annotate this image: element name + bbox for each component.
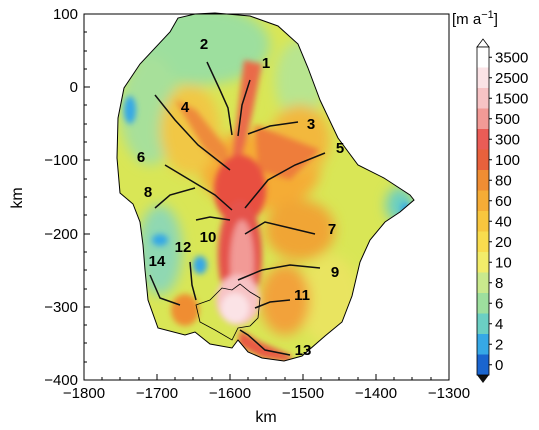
colorbar-tick-label: 300 — [495, 131, 520, 148]
colorbar-segment — [477, 149, 489, 170]
colorbar-tick-label: 10 — [495, 254, 512, 271]
y-tick-label: −300 — [44, 299, 78, 316]
colorbar-tick-label: 1500 — [495, 90, 528, 107]
colorbar-segment — [477, 129, 489, 150]
flowline-label-13: 13 — [295, 342, 312, 359]
flowline-label-11: 11 — [294, 287, 310, 304]
y-tick-label: −200 — [44, 226, 78, 243]
colorbar-segment — [477, 170, 489, 191]
flowline-label-8: 8 — [144, 184, 152, 201]
flowline-label-2: 2 — [200, 36, 208, 53]
flowline-label-7: 7 — [328, 221, 336, 238]
colorbar-segment — [477, 334, 489, 355]
flowline-label-3: 3 — [307, 116, 315, 133]
colorbar-segment — [477, 67, 489, 88]
colorbar-segment — [477, 293, 489, 314]
x-tick-label: −1300 — [428, 385, 470, 402]
flowline-label-9: 9 — [331, 264, 339, 281]
flowline-label-12: 12 — [175, 239, 192, 256]
colorbar-segment — [477, 354, 489, 375]
x-tick-label: −1600 — [209, 385, 251, 402]
colorbar-segment — [477, 231, 489, 252]
x-tick-label: −1500 — [282, 385, 324, 402]
flowline-label-14: 14 — [149, 253, 166, 270]
colorbar-top-cap — [476, 38, 490, 48]
colorbar-tick-label: 4 — [495, 316, 503, 333]
colorbar-tick-label: 2500 — [495, 70, 528, 87]
colorbar-segment — [477, 211, 489, 232]
colorbar-unit-label: [m a−1] — [452, 9, 498, 28]
colorbar-tick-label: 500 — [495, 111, 520, 128]
x-tick-label: −1800 — [63, 385, 105, 402]
colorbar-segment — [477, 252, 489, 273]
y-tick-labels: 100 0 −100 −200 −300 −400 — [44, 6, 78, 389]
y-axis-label: km — [9, 187, 26, 208]
colorbar-tick-label: 80 — [495, 172, 512, 189]
x-tick-label: −1700 — [136, 385, 178, 402]
colorbar-segment — [477, 313, 489, 334]
colorbar-tick-label: 100 — [495, 152, 520, 169]
x-tick-label: −1400 — [355, 385, 397, 402]
colorbar-tick-label: 60 — [495, 193, 512, 210]
colorbar-tick-label: 20 — [495, 234, 512, 251]
colorbar-bottom-cap — [477, 375, 489, 383]
colorbar-border — [476, 46, 490, 376]
colorbar-segment — [477, 272, 489, 293]
colorbar-segment — [477, 88, 489, 109]
flowline-labels: 1 2 3 4 5 6 7 8 9 10 11 12 13 14 — [137, 36, 344, 359]
ice-shelf-boundary — [195, 283, 261, 341]
y-tick-label: 0 — [70, 79, 78, 96]
x-axis — [83, 374, 450, 380]
flowline-label-6: 6 — [137, 149, 145, 166]
x-tick-labels: −1800 −1700 −1600 −1500 −1400 −1300 — [63, 385, 470, 402]
colorbar-tick-label: 8 — [495, 275, 503, 292]
flowline-label-1: 1 — [262, 55, 270, 72]
y-tick-label: −400 — [44, 372, 78, 389]
flowline-label-4: 4 — [181, 99, 190, 116]
colorbar-tick-label: 0 — [495, 357, 503, 374]
colorbar-tick-label: 3500 — [495, 49, 528, 66]
y-axis — [84, 13, 90, 381]
colorbar-tick-label: 6 — [495, 295, 503, 312]
colorbar-segment — [477, 108, 489, 129]
x-axis-label: km — [255, 409, 276, 426]
flowline-label-5: 5 — [336, 140, 344, 157]
colorbar-segment — [477, 47, 489, 68]
flowlines — [149, 61, 326, 356]
y-tick-label: −100 — [44, 152, 78, 169]
flowline-label-10: 10 — [200, 229, 217, 246]
colorbar-tick-label: 40 — [495, 213, 512, 230]
colorbar-segment — [477, 190, 489, 211]
colorbar-tick-label: 2 — [495, 336, 503, 353]
y-tick-label: 100 — [53, 6, 78, 23]
